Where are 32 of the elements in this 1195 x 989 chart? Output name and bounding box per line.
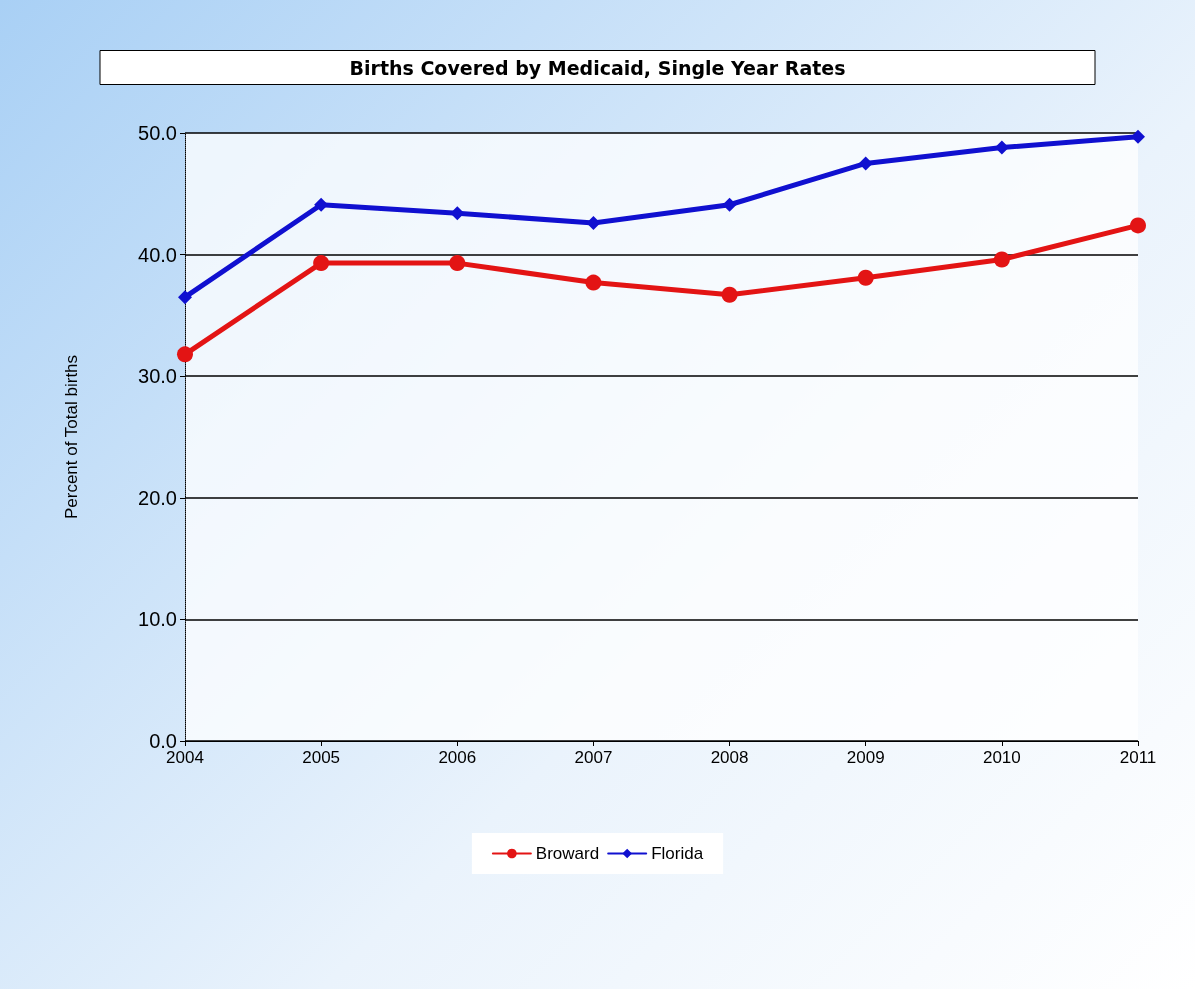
x-tick-label: 2009: [846, 748, 885, 767]
point: [721, 286, 738, 303]
x-tick-label: 2007: [574, 748, 613, 767]
y-tick-label: 10.0: [138, 608, 177, 631]
point: [1131, 129, 1145, 144]
point: [585, 274, 602, 291]
point: [722, 197, 737, 212]
x-tick-label: 2005: [302, 748, 341, 767]
y-tick-label: 40.0: [138, 243, 177, 266]
point: [994, 140, 1009, 155]
y-tick-label: 30.0: [138, 365, 177, 388]
legend-label: Florida: [651, 844, 704, 863]
x-tick-label: 2011: [1119, 748, 1157, 767]
point: [1130, 217, 1146, 234]
y-tick-label: 20.0: [138, 486, 177, 509]
point: [313, 255, 330, 272]
point: [858, 156, 873, 171]
point: [586, 215, 601, 230]
legend-label: Broward: [535, 844, 600, 863]
point: [314, 197, 329, 212]
x-tick-label: 2008: [710, 748, 749, 767]
y-axis-title: Percent of Total births: [62, 354, 81, 520]
chart-title: Births Covered by Medicaid, Single Year Rates: [349, 56, 846, 79]
point: [450, 206, 465, 221]
x-tick-label: 2006: [438, 748, 477, 767]
point: [178, 290, 192, 305]
point: [993, 251, 1010, 268]
x-tick-label: 2010: [982, 748, 1021, 767]
y-tick-label: 50.0: [138, 122, 177, 144]
point: [177, 346, 193, 363]
point: [857, 269, 874, 286]
point: [449, 255, 466, 272]
